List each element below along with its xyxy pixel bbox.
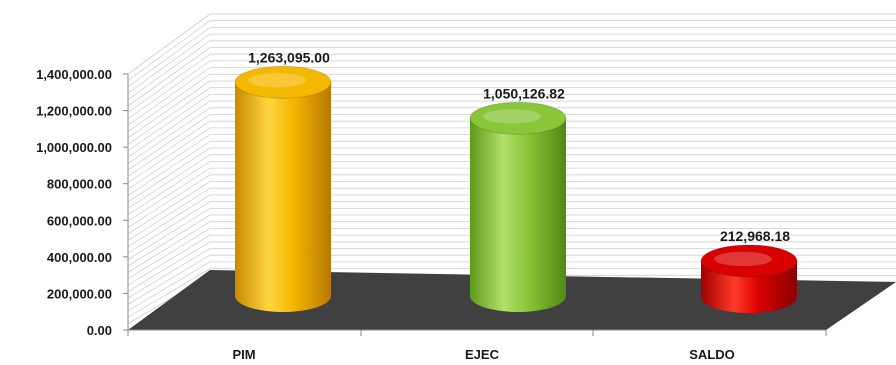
bar-top (469, 101, 567, 135)
side-grid-line (127, 100, 211, 158)
y-tick-label: 1,200,000.00 (36, 104, 112, 119)
side-wall (127, 13, 211, 331)
side-grid-line (127, 107, 211, 164)
y-axis (123, 73, 129, 331)
bar-ejec (469, 101, 567, 312)
side-grid-line (127, 80, 211, 139)
side-grid-line (127, 268, 211, 318)
side-grid-line (127, 20, 211, 81)
side-grid-line (127, 248, 211, 299)
y-tick-label: 1,400,000.00 (36, 67, 112, 82)
bar-top-highlight (248, 73, 306, 88)
side-grid-line (127, 53, 211, 113)
bar-body (235, 82, 331, 312)
side-grid-line (127, 47, 211, 107)
data-label-ejec: 1,050,126.82 (483, 85, 565, 101)
data-labels: 1,263,095.00 1,050,126.82 212,968.18 (248, 49, 790, 244)
bar-top-highlight (714, 251, 772, 267)
side-grid-line (127, 120, 211, 177)
side-grid-line (127, 140, 211, 196)
data-label-saldo: 212,968.18 (720, 228, 790, 244)
category-label-ejec: EJEC (465, 347, 500, 362)
side-wall-panel (128, 14, 210, 330)
data-label-pim: 1,263,095.00 (248, 49, 330, 65)
side-grid-line (127, 60, 211, 120)
y-tick-label: 800,000.00 (47, 177, 112, 192)
bar-top (234, 65, 332, 99)
side-grid-line (127, 174, 211, 228)
bar-body (470, 118, 566, 312)
side-grid-line (127, 181, 211, 235)
category-labels: PIM EJEC SALDO (232, 347, 734, 362)
side-grid-line (127, 134, 211, 190)
bar-top (700, 244, 798, 278)
side-grid-line (127, 234, 211, 286)
x-axis (127, 329, 827, 336)
side-grid-line (127, 194, 211, 248)
y-tick-label: 200,000.00 (47, 286, 112, 301)
bar-saldo (700, 244, 798, 313)
side-grid-line (127, 214, 211, 267)
side-grid-line (127, 241, 211, 292)
side-grid-line (127, 94, 211, 152)
y-tick-label: 0.00 (87, 323, 112, 338)
y-tick-labels: 0.00 200,000.00 400,000.00 600,000.00 800,00… (36, 67, 112, 338)
side-grid-line (127, 114, 211, 171)
y-tick-label: 1,000,000.00 (36, 140, 112, 155)
side-grid-line (127, 87, 211, 145)
side-grid-line (127, 261, 211, 312)
side-grid-line (127, 40, 211, 100)
side-grid-line (127, 254, 211, 305)
side-grid-line (127, 221, 211, 273)
bar-pim (234, 65, 332, 312)
side-grid-line (127, 167, 211, 222)
side-grid-line (127, 67, 211, 126)
side-grid-line (127, 147, 211, 203)
y-tick-label: 600,000.00 (47, 213, 112, 228)
side-grid-line (127, 201, 211, 254)
side-grid-line (127, 33, 211, 94)
side-grid-line (127, 228, 211, 280)
bars (234, 65, 798, 313)
category-label-pim: PIM (232, 347, 255, 362)
side-grid-line (127, 73, 211, 132)
side-grid-line (127, 207, 211, 260)
side-grid-line (127, 187, 211, 241)
bar-top-highlight (483, 109, 541, 124)
y-tick-label: 400,000.00 (47, 250, 112, 265)
category-label-saldo: SALDO (689, 347, 735, 362)
side-grid-line (127, 161, 211, 216)
side-grid-line (127, 127, 211, 184)
side-grid-line (127, 13, 211, 75)
side-grid-line (127, 27, 211, 88)
side-grid-line (127, 154, 211, 209)
